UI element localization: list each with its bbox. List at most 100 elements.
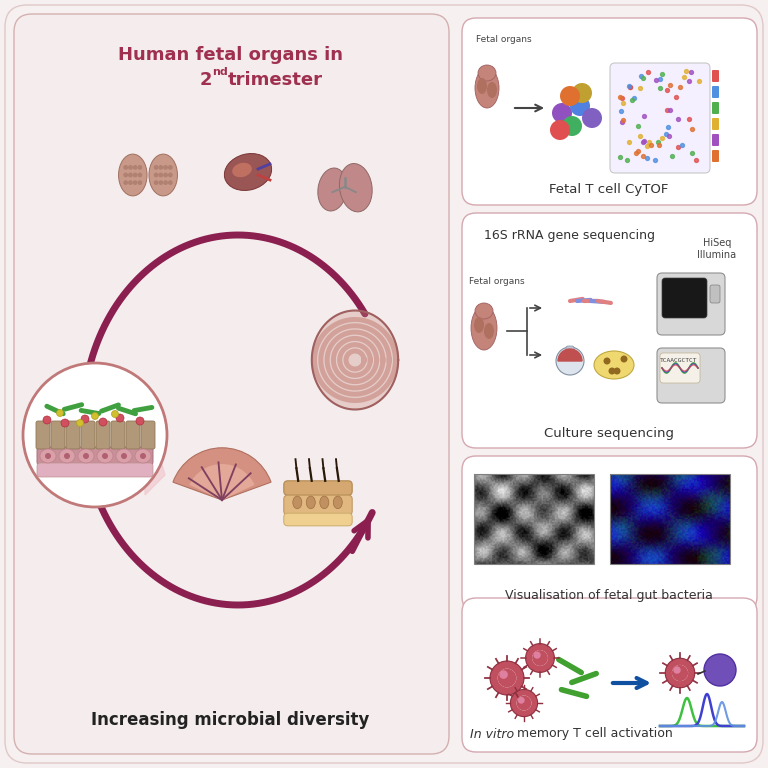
Circle shape bbox=[604, 357, 611, 365]
Point bbox=[650, 74, 662, 86]
Point bbox=[638, 134, 650, 147]
Wedge shape bbox=[190, 464, 255, 500]
Circle shape bbox=[64, 453, 70, 459]
FancyBboxPatch shape bbox=[462, 18, 757, 205]
Point bbox=[662, 121, 674, 133]
Circle shape bbox=[99, 418, 107, 426]
Circle shape bbox=[116, 414, 124, 422]
Circle shape bbox=[128, 173, 133, 177]
Ellipse shape bbox=[487, 82, 497, 98]
FancyBboxPatch shape bbox=[14, 14, 449, 754]
Point bbox=[656, 131, 668, 144]
Point bbox=[641, 140, 653, 152]
Circle shape bbox=[43, 416, 51, 424]
Text: Fetal T cell CyTOF: Fetal T cell CyTOF bbox=[549, 184, 669, 197]
Point bbox=[642, 66, 654, 78]
Circle shape bbox=[672, 665, 688, 681]
Point bbox=[654, 73, 666, 85]
Circle shape bbox=[552, 103, 572, 123]
Ellipse shape bbox=[135, 449, 151, 463]
Ellipse shape bbox=[474, 317, 484, 333]
Point bbox=[614, 104, 627, 117]
Point bbox=[614, 151, 626, 164]
Text: 2: 2 bbox=[200, 71, 213, 89]
Ellipse shape bbox=[594, 351, 634, 379]
Circle shape bbox=[158, 173, 163, 177]
Circle shape bbox=[511, 690, 538, 717]
Point bbox=[637, 151, 649, 163]
Polygon shape bbox=[312, 310, 398, 409]
Point bbox=[663, 131, 675, 143]
FancyBboxPatch shape bbox=[462, 598, 757, 752]
Circle shape bbox=[133, 165, 137, 170]
FancyBboxPatch shape bbox=[712, 70, 719, 82]
Circle shape bbox=[674, 667, 680, 674]
Text: Illumina: Illumina bbox=[697, 250, 737, 260]
FancyBboxPatch shape bbox=[462, 213, 757, 448]
Circle shape bbox=[154, 173, 158, 177]
Ellipse shape bbox=[97, 449, 113, 463]
Circle shape bbox=[140, 453, 146, 459]
FancyBboxPatch shape bbox=[610, 63, 710, 173]
Circle shape bbox=[704, 654, 736, 686]
FancyBboxPatch shape bbox=[141, 421, 155, 449]
FancyBboxPatch shape bbox=[712, 134, 719, 146]
Point bbox=[630, 147, 642, 159]
Circle shape bbox=[532, 650, 548, 666]
Point bbox=[693, 74, 705, 87]
FancyBboxPatch shape bbox=[81, 421, 95, 449]
Point bbox=[652, 136, 664, 148]
FancyBboxPatch shape bbox=[51, 421, 65, 449]
FancyBboxPatch shape bbox=[657, 348, 725, 403]
Point bbox=[671, 141, 684, 154]
Circle shape bbox=[168, 173, 173, 177]
Ellipse shape bbox=[475, 68, 499, 108]
Point bbox=[690, 154, 702, 167]
Point bbox=[677, 71, 690, 83]
Point bbox=[614, 91, 626, 103]
Circle shape bbox=[672, 665, 688, 681]
Circle shape bbox=[136, 417, 144, 425]
Circle shape bbox=[490, 661, 524, 695]
Bar bbox=[610, 474, 730, 564]
Text: Increasing microbial diversity: Increasing microbial diversity bbox=[91, 711, 369, 729]
Circle shape bbox=[137, 180, 142, 185]
Text: trimester: trimester bbox=[228, 71, 323, 89]
Point bbox=[645, 138, 657, 151]
Circle shape bbox=[137, 173, 142, 177]
Point bbox=[634, 82, 646, 94]
Circle shape bbox=[61, 419, 69, 427]
FancyBboxPatch shape bbox=[284, 513, 353, 526]
FancyBboxPatch shape bbox=[126, 421, 140, 449]
Ellipse shape bbox=[149, 154, 177, 196]
Text: Fetal organs: Fetal organs bbox=[476, 35, 531, 45]
Circle shape bbox=[91, 412, 98, 419]
Wedge shape bbox=[173, 448, 271, 500]
Circle shape bbox=[562, 116, 582, 136]
Circle shape bbox=[124, 173, 128, 177]
Circle shape bbox=[525, 644, 554, 673]
Text: Fetal organs: Fetal organs bbox=[469, 276, 525, 286]
Point bbox=[649, 154, 661, 166]
Point bbox=[654, 82, 667, 94]
Point bbox=[684, 66, 697, 78]
Point bbox=[626, 94, 638, 107]
Text: Culture sequencing: Culture sequencing bbox=[544, 426, 674, 439]
Circle shape bbox=[168, 180, 173, 185]
Circle shape bbox=[572, 83, 592, 103]
Circle shape bbox=[23, 363, 167, 507]
Circle shape bbox=[121, 453, 127, 459]
FancyBboxPatch shape bbox=[37, 447, 153, 465]
FancyBboxPatch shape bbox=[712, 86, 719, 98]
Circle shape bbox=[499, 670, 508, 679]
Ellipse shape bbox=[484, 323, 494, 339]
FancyBboxPatch shape bbox=[660, 353, 700, 383]
FancyBboxPatch shape bbox=[5, 5, 763, 763]
Ellipse shape bbox=[319, 496, 329, 508]
Circle shape bbox=[158, 180, 163, 185]
Point bbox=[616, 92, 628, 104]
Text: memory T cell activation: memory T cell activation bbox=[517, 727, 673, 740]
Ellipse shape bbox=[306, 496, 316, 508]
Point bbox=[637, 72, 649, 84]
Ellipse shape bbox=[293, 496, 302, 508]
